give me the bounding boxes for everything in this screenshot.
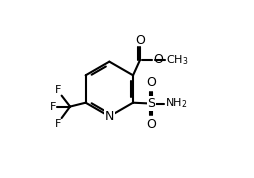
Text: CH$_3$: CH$_3$: [166, 53, 188, 67]
Text: O: O: [135, 33, 145, 46]
Text: O: O: [147, 118, 156, 131]
Text: NH$_2$: NH$_2$: [165, 97, 187, 111]
Text: F: F: [55, 85, 61, 95]
Text: F: F: [55, 119, 61, 129]
Text: S: S: [148, 97, 156, 110]
Text: N: N: [105, 110, 114, 123]
Text: O: O: [147, 76, 156, 89]
Text: F: F: [50, 102, 57, 112]
Text: O: O: [153, 53, 163, 66]
